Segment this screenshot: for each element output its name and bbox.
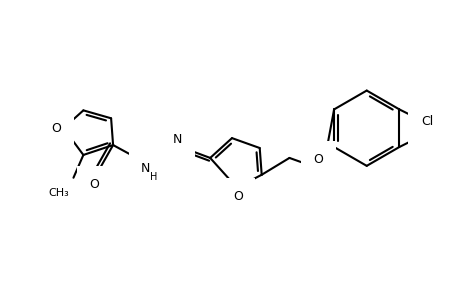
- Text: O: O: [51, 122, 62, 135]
- Text: CH₃: CH₃: [49, 188, 69, 198]
- Text: O: O: [232, 190, 242, 203]
- Text: Cl: Cl: [420, 115, 432, 128]
- Text: N: N: [173, 133, 182, 146]
- Text: H: H: [150, 172, 157, 182]
- Text: O: O: [313, 153, 322, 167]
- Text: Cl: Cl: [420, 129, 432, 142]
- Text: O: O: [89, 178, 99, 191]
- Text: N: N: [141, 162, 150, 175]
